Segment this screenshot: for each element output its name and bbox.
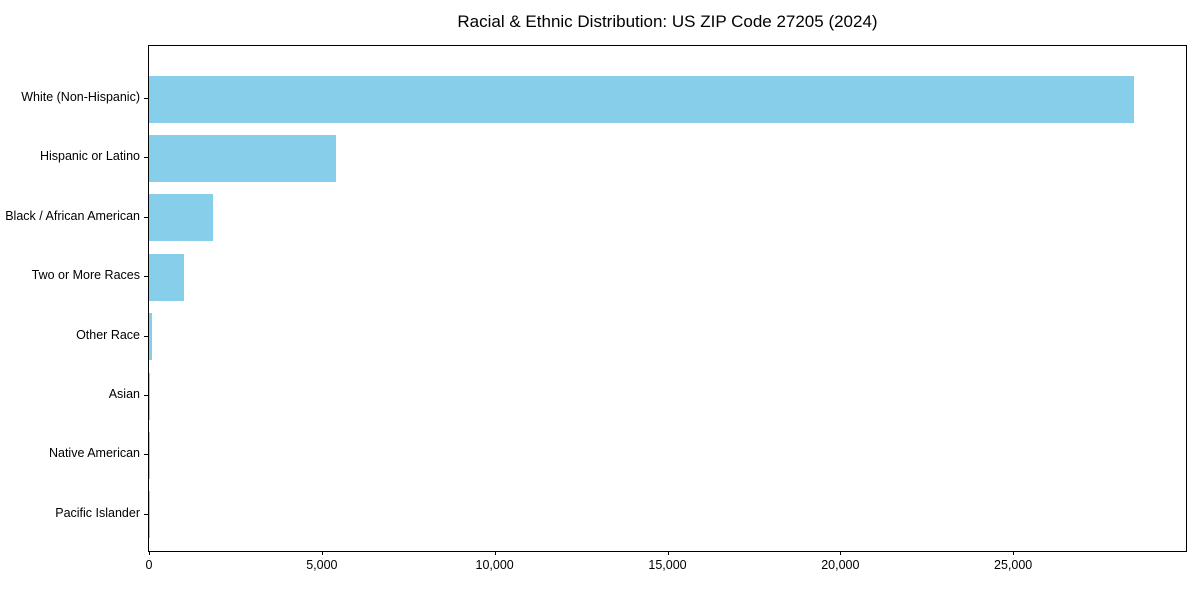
y-tick-mark: [144, 335, 148, 337]
bar: [149, 253, 184, 301]
x-tick-label: 5,000: [306, 558, 338, 572]
bar: [149, 194, 213, 242]
x-tick-mark: [1013, 551, 1015, 555]
y-tick-label: Hispanic or Latino: [39, 149, 140, 164]
x-tick-mark: [667, 551, 669, 555]
y-tick-mark: [144, 454, 148, 456]
bar: [149, 372, 150, 420]
y-tick-mark: [144, 513, 148, 515]
y-tick-mark: [144, 157, 148, 159]
bar: [149, 134, 336, 182]
y-tick-mark: [144, 98, 148, 99]
x-tick-label: 10,000: [475, 558, 514, 572]
y-tick-mark: [144, 216, 148, 218]
y-tick-label: Two or More Races: [31, 268, 140, 283]
x-tick-mark: [494, 551, 496, 555]
y-tick-label: Native American: [48, 446, 140, 461]
plot-area: [148, 45, 1187, 552]
x-tick-mark: [149, 551, 150, 555]
x-tick-mark: [840, 551, 842, 555]
y-tick-label: Other Race: [76, 327, 140, 342]
bar: [149, 313, 153, 361]
chart-title: Racial & Ethnic Distribution: US ZIP Cod…: [457, 12, 878, 31]
y-tick-label: Pacific Islander: [55, 505, 140, 520]
y-tick-mark: [144, 395, 148, 396]
x-tick-label: 15,000: [648, 558, 687, 572]
y-tick-label: White (Non-Hispanic): [21, 90, 140, 104]
x-tick-label: 25,000: [994, 558, 1033, 572]
x-tick-mark: [321, 551, 323, 555]
x-tick-label: 20,000: [821, 558, 860, 572]
y-tick-mark: [144, 276, 148, 278]
bar: [149, 75, 1135, 123]
y-tick-label: Asian: [108, 387, 140, 401]
x-tick-label: 0: [145, 558, 153, 572]
y-tick-label: Black / African American: [5, 208, 140, 223]
